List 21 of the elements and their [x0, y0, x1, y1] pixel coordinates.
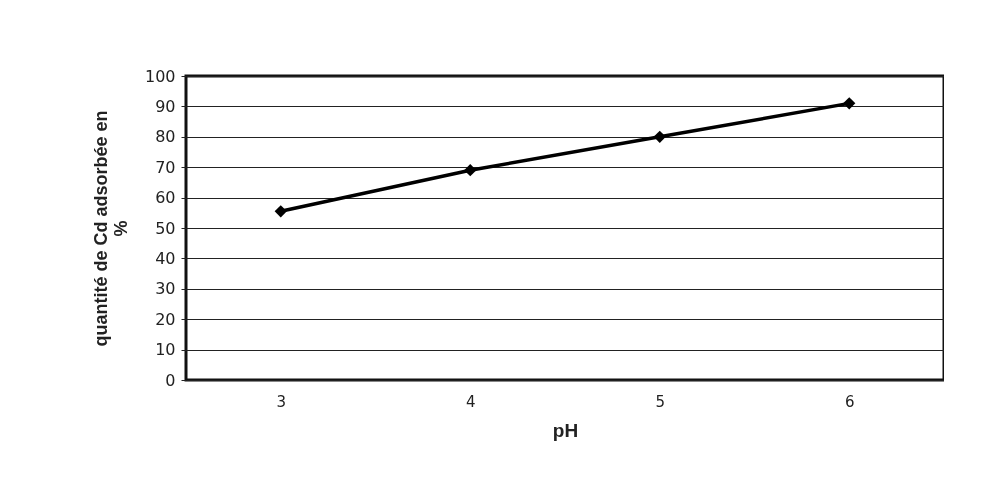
y-tick-label: 40: [155, 248, 176, 268]
y-tick-label: 10: [155, 340, 176, 360]
point: [464, 164, 477, 177]
y-tick-label: 60: [155, 188, 176, 208]
y-tick-label: 0: [165, 370, 176, 390]
y-axis-title: quantité de Cd adsorbée en %: [90, 110, 131, 347]
y-tick-label: 80: [155, 127, 176, 147]
y-tick-label: 30: [155, 279, 176, 299]
y-tick-label: 50: [155, 218, 176, 238]
y-tick-label: 70: [155, 157, 176, 177]
y-tick-label: 100: [144, 66, 176, 86]
y-tick-label: 20: [155, 309, 176, 329]
x-tick-label: 4: [465, 392, 476, 411]
x-tick-label: 5: [655, 392, 666, 411]
point: [653, 130, 666, 143]
point: [843, 97, 856, 110]
x-tick-label: 6: [844, 392, 855, 411]
point: [274, 205, 287, 218]
x-axis-title: pH: [552, 419, 579, 441]
y-tick-label: 90: [155, 96, 176, 116]
x-tick-label: 3: [276, 392, 287, 411]
